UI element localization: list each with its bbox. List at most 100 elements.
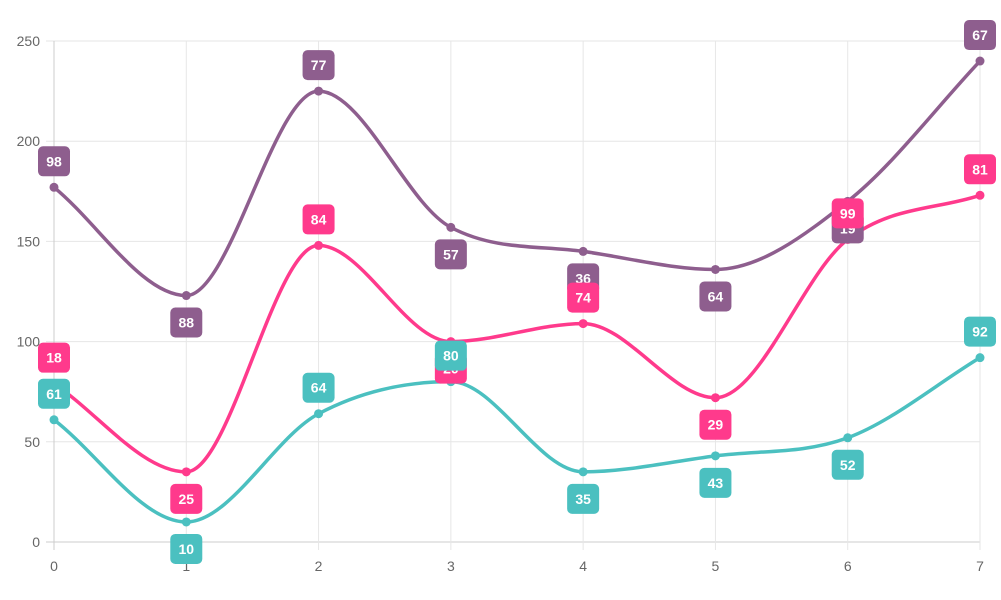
data-label-box [38,146,70,177]
series-lines [52,59,982,524]
data-label-text: 57 [443,246,459,262]
data-labels: 9888775736641967182584207429998161106480… [38,20,996,564]
data-label-box [699,409,732,440]
data-label-text: 25 [178,491,194,507]
data-label-text: 67 [972,27,988,43]
data-label: 99 [831,198,864,229]
data-point [181,291,191,301]
y-tick-label: 200 [17,133,41,149]
data-point [578,246,588,256]
series-line [52,59,982,298]
data-label-box [567,483,600,514]
data-label-text: 74 [575,290,591,306]
data-label-box [964,316,996,347]
x-tick-label: 4 [579,558,587,574]
series-line [53,193,981,474]
data-label: 10 [170,533,203,564]
data-label-box [434,239,467,270]
data-point [446,222,456,232]
data-label-text: 10 [178,541,194,557]
series-line [52,356,981,524]
data-label: 81 [964,154,996,185]
data-point [314,86,324,96]
data-label-box [964,154,996,185]
data-label-text: 81 [972,161,988,177]
data-label: 67 [964,20,996,51]
data-label-box [302,50,335,81]
x-tick-label: 6 [844,558,852,574]
data-label-text: 77 [311,57,327,73]
y-axis: 0 50 100 150 200 250 [17,33,41,550]
data-label: 35 [567,483,600,514]
data-label-text: 61 [46,386,62,402]
data-label-box [964,20,996,51]
x-axis: 0 1 2 3 4 5 6 7 [50,558,984,574]
data-label-box [567,282,600,313]
data-label-text: 84 [311,211,327,227]
data-point [578,319,588,329]
data-point [843,433,853,443]
data-label: 43 [699,467,732,498]
data-label: 80 [434,340,467,371]
y-tick-label: 0 [32,534,40,550]
data-label-box [302,372,335,403]
data-label-text: 35 [575,491,591,507]
x-tick-label: 1 [182,558,190,574]
data-label-text: 29 [708,417,724,433]
data-label: 64 [699,281,732,312]
data-point [49,182,59,192]
data-point [49,415,59,425]
data-label-text: 99 [840,205,856,221]
data-point [710,264,720,274]
data-point [710,393,720,403]
data-label: 88 [170,307,203,338]
data-point [975,353,985,363]
data-label: 18 [38,342,70,373]
data-label: 84 [302,204,335,235]
x-tick-label: 0 [50,558,58,574]
data-label-text: 92 [972,324,988,340]
y-tick-label: 100 [17,334,41,350]
data-label-box [38,378,70,409]
data-label-box [170,307,203,338]
data-point [314,409,324,419]
data-label-box [170,533,203,564]
data-label-text: 88 [178,315,194,331]
data-label: 64 [302,372,335,403]
data-point [181,517,191,527]
data-label-box [302,204,335,235]
data-label-text: 64 [311,380,327,396]
data-point [975,190,985,200]
data-point [578,467,588,477]
data-label-text: 43 [708,475,724,491]
y-tick-label: 50 [24,434,40,450]
data-label: 57 [434,239,467,270]
data-label-box [831,449,864,480]
data-label-box [699,467,732,498]
data-label: 74 [567,282,600,313]
data-label-box [831,198,864,229]
data-label: 61 [38,378,70,409]
y-tick-label: 250 [17,33,41,49]
data-point [975,56,985,66]
data-label-text: 36 [575,270,591,286]
data-label: 98 [38,146,70,177]
data-label: 92 [964,316,996,347]
x-tick-label: 3 [447,558,455,574]
data-label-box [434,340,467,371]
data-label-box [38,342,70,373]
data-label: 77 [302,50,335,81]
data-label-text: 64 [708,288,724,304]
data-label-text: 80 [443,348,459,364]
data-label: 29 [699,409,732,440]
x-tick-label: 2 [315,558,323,574]
data-point [710,451,720,461]
data-label-box [699,281,732,312]
data-label-text: 98 [46,153,62,169]
data-point [181,467,191,477]
x-tick-label: 5 [712,558,720,574]
data-label: 52 [831,449,864,480]
data-label-text: 18 [46,350,62,366]
data-label-box [170,483,203,514]
